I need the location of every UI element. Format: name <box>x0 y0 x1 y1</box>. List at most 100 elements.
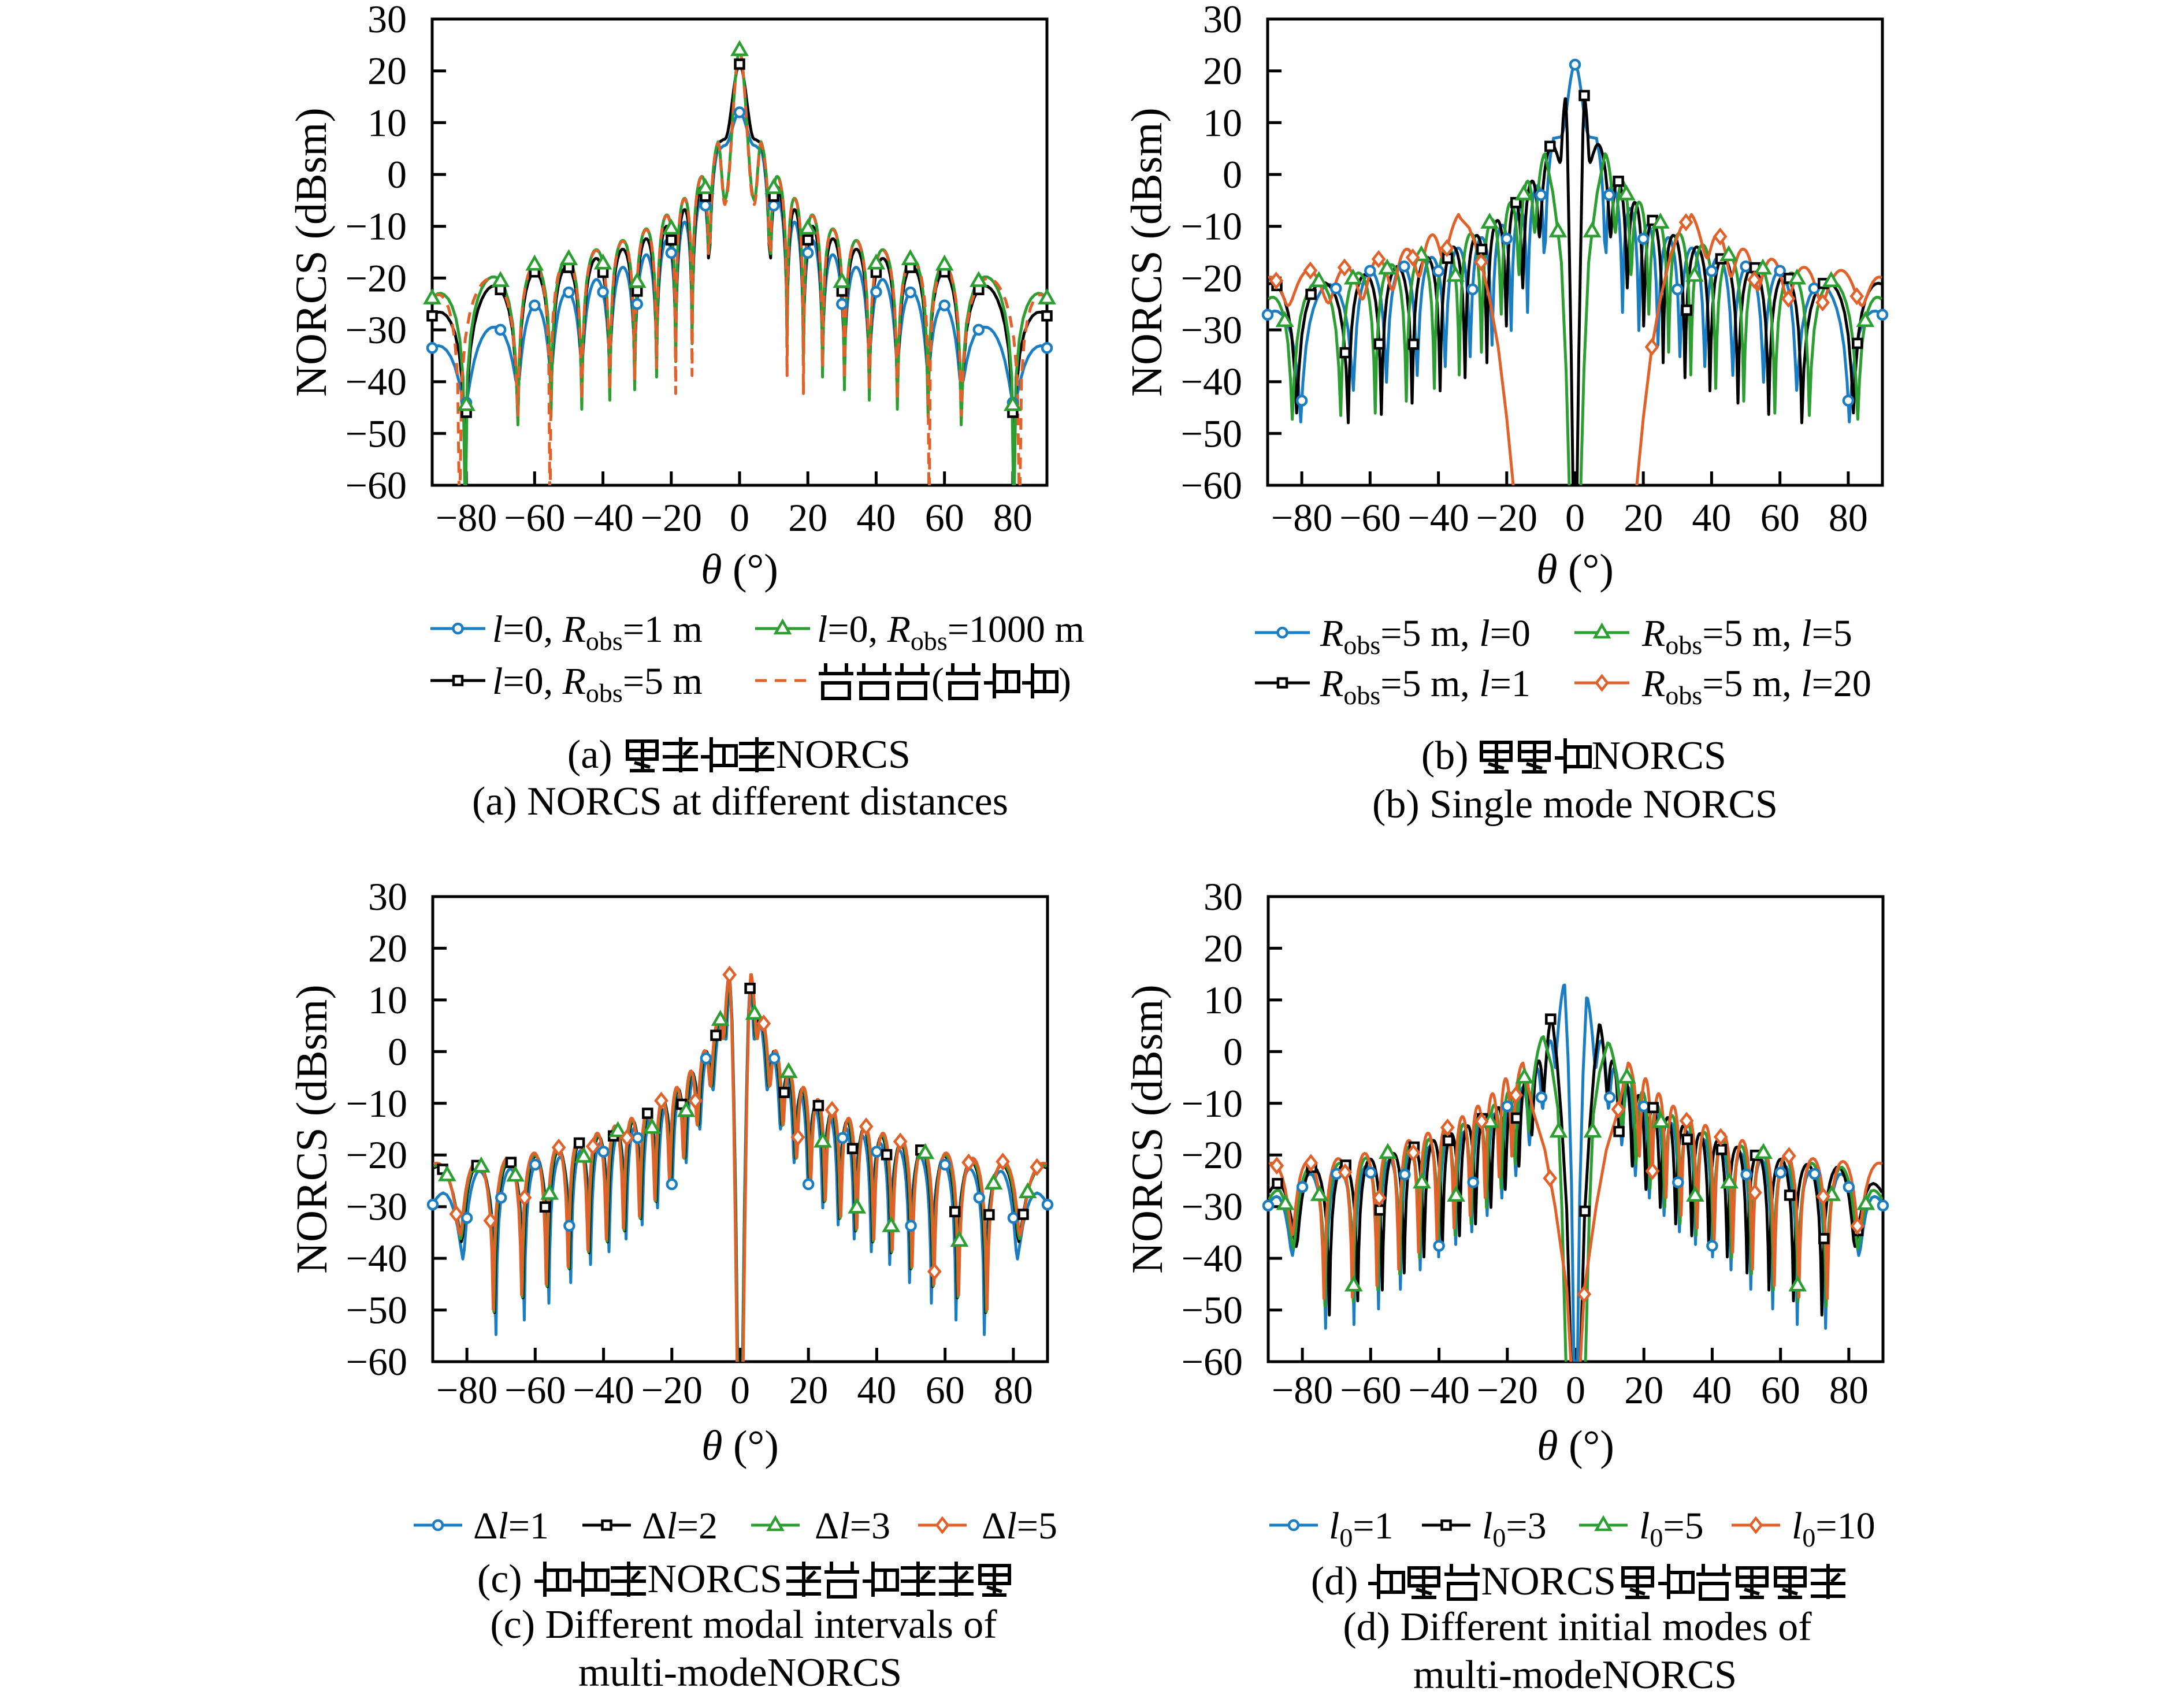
svg-text:−40: −40 <box>1181 360 1242 404</box>
svg-text:−50: −50 <box>1182 1288 1243 1332</box>
svg-text:−40: −40 <box>1407 496 1469 540</box>
svg-text:(: ( <box>931 660 944 702</box>
svg-text:20: 20 <box>1624 1368 1663 1412</box>
svg-text:10: 10 <box>368 978 407 1022</box>
svg-text:80: 80 <box>1829 1368 1869 1412</box>
svg-text:θ (°): θ (°) <box>701 1422 779 1470</box>
svg-text:10: 10 <box>1204 978 1243 1022</box>
svg-text:(a) NORCS at different distanc: (a) NORCS at different distances <box>472 779 1008 824</box>
svg-text:NORCS: NORCS <box>776 733 911 777</box>
svg-text:−40: −40 <box>572 496 633 540</box>
svg-text:−30: −30 <box>346 308 407 352</box>
svg-text:(c) Different modal intervals: (c) Different modal intervals of <box>490 1603 997 1647</box>
svg-text:θ (°): θ (°) <box>1536 546 1614 593</box>
svg-text:multi-modeNORCS: multi-modeNORCS <box>578 1651 902 1692</box>
svg-text:0: 0 <box>1223 153 1242 196</box>
svg-text:0: 0 <box>1566 1368 1585 1412</box>
svg-text:NORCS: NORCS <box>1481 1559 1616 1604</box>
svg-text:20: 20 <box>789 1368 828 1412</box>
svg-text:−50: −50 <box>1181 411 1242 455</box>
svg-text:20: 20 <box>788 496 827 540</box>
svg-text:−80: −80 <box>436 496 497 540</box>
svg-text:Δl=5: Δl=5 <box>982 1505 1057 1547</box>
svg-text:40: 40 <box>1692 496 1731 540</box>
svg-text:−30: −30 <box>346 1185 407 1229</box>
svg-text:NORCS (dBsm): NORCS (dBsm) <box>1123 107 1171 396</box>
svg-text:30: 30 <box>1203 0 1242 41</box>
svg-text:0: 0 <box>1565 496 1585 540</box>
svg-text:(d) Different initial modes of: (d) Different initial modes of <box>1343 1605 1812 1649</box>
svg-text:40: 40 <box>857 1368 896 1412</box>
svg-text:10: 10 <box>367 101 407 144</box>
svg-text:−20: −20 <box>1182 1133 1243 1177</box>
svg-text:−60: −60 <box>346 1340 407 1384</box>
svg-text:−80: −80 <box>436 1368 497 1412</box>
svg-text:80: 80 <box>994 1368 1033 1412</box>
svg-text:θ (°): θ (°) <box>1537 1422 1614 1470</box>
svg-text:−80: −80 <box>1272 1368 1333 1412</box>
svg-text:20: 20 <box>367 49 407 93</box>
svg-text:Δl=1: Δl=1 <box>473 1505 549 1547</box>
svg-text:0: 0 <box>388 1029 407 1073</box>
svg-text:−60: −60 <box>346 463 407 507</box>
svg-text:NORCS (dBsm): NORCS (dBsm) <box>1123 984 1172 1273</box>
svg-text:−20: −20 <box>641 496 702 540</box>
svg-text:−40: −40 <box>346 1236 407 1280</box>
svg-text:(a): (a) <box>567 733 612 777</box>
svg-text:40: 40 <box>856 496 896 540</box>
svg-text:−10: −10 <box>1181 205 1242 248</box>
svg-text:60: 60 <box>1761 1368 1800 1412</box>
svg-text:60: 60 <box>1760 496 1800 540</box>
svg-text:θ (°): θ (°) <box>701 546 778 593</box>
svg-text:−20: −20 <box>1477 1368 1538 1412</box>
svg-text:−20: −20 <box>1181 256 1242 300</box>
svg-text:−40: −40 <box>1182 1236 1243 1280</box>
svg-text:NORCS: NORCS <box>1592 734 1726 778</box>
svg-text:80: 80 <box>1829 496 1868 540</box>
svg-text:−20: −20 <box>346 256 407 300</box>
svg-text:30: 30 <box>367 0 407 41</box>
svg-text:−40: −40 <box>346 360 407 404</box>
svg-text:−60: −60 <box>1182 1340 1243 1384</box>
svg-text:−60: −60 <box>1339 496 1401 540</box>
svg-text:−50: −50 <box>346 1288 407 1332</box>
svg-text:−50: −50 <box>346 411 407 455</box>
svg-text:l0​=5: l0​=5 <box>1639 1505 1704 1552</box>
svg-text:(c): (c) <box>477 1557 522 1601</box>
svg-text:10: 10 <box>1203 101 1242 144</box>
svg-text:Δl=3: Δl=3 <box>815 1505 890 1547</box>
svg-text:−30: −30 <box>1182 1185 1243 1229</box>
svg-text:multi-modeNORCS: multi-modeNORCS <box>1413 1653 1737 1692</box>
svg-text:NORCS (dBsm): NORCS (dBsm) <box>288 984 336 1273</box>
svg-text:l=0, Robs​=1 m: l=0, Robs​=1 m <box>492 608 703 656</box>
svg-text:(b) Single mode NORCS: (b) Single mode NORCS <box>1372 782 1778 827</box>
svg-text:l0​=3: l0​=3 <box>1482 1505 1547 1552</box>
svg-text:−80: −80 <box>1271 496 1332 540</box>
svg-text:(b): (b) <box>1421 734 1469 778</box>
svg-text:−20: −20 <box>641 1368 703 1412</box>
svg-text:−40: −40 <box>573 1368 634 1412</box>
svg-text:60: 60 <box>925 496 964 540</box>
svg-text:0: 0 <box>1223 1029 1243 1073</box>
svg-text:Δl=2: Δl=2 <box>642 1505 718 1547</box>
svg-text:60: 60 <box>926 1368 965 1412</box>
svg-text:0: 0 <box>730 496 749 540</box>
svg-text:−60: −60 <box>1340 1368 1401 1412</box>
svg-text:−10: −10 <box>346 205 407 248</box>
svg-text:40: 40 <box>1692 1368 1732 1412</box>
svg-text:Robs​=5 m, l=0: Robs​=5 m, l=0 <box>1320 612 1531 660</box>
svg-text:l=0, Robs​=1000 m: l=0, Robs​=1000 m <box>817 608 1084 656</box>
svg-text:−30: −30 <box>1181 308 1242 352</box>
svg-text:−60: −60 <box>1181 463 1242 507</box>
svg-text:−10: −10 <box>1182 1081 1243 1125</box>
svg-text:−60: −60 <box>504 496 565 540</box>
svg-text:−20: −20 <box>1476 496 1537 540</box>
svg-text:(d): (d) <box>1311 1559 1358 1604</box>
svg-text:80: 80 <box>993 496 1032 540</box>
svg-text:−20: −20 <box>346 1133 407 1177</box>
svg-text:20: 20 <box>368 926 407 970</box>
svg-text:20: 20 <box>1204 926 1243 970</box>
svg-text:−60: −60 <box>504 1368 566 1412</box>
svg-text:NORCS: NORCS <box>648 1557 782 1601</box>
svg-text:30: 30 <box>368 875 407 919</box>
